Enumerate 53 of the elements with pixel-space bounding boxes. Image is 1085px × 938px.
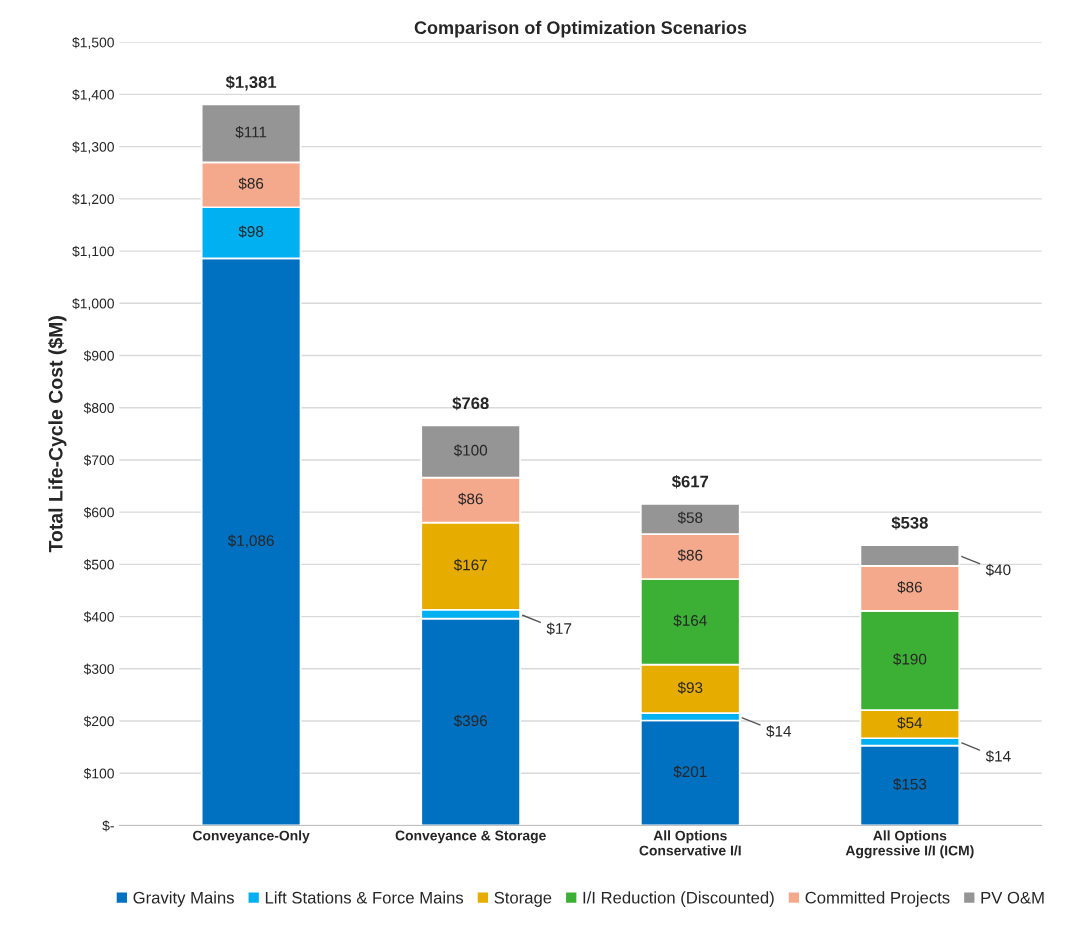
- data-label: $58: [677, 511, 703, 524]
- data-label: $98: [238, 225, 264, 238]
- x-tick-label: Conveyance & Storage: [395, 830, 546, 844]
- data-label: $396: [453, 714, 488, 728]
- y-tick-label: $1,200: [72, 193, 114, 206]
- data-label: $164: [673, 614, 707, 627]
- data-label: $93: [677, 681, 703, 694]
- total-label: $768: [452, 396, 489, 411]
- data-label: $167: [453, 558, 487, 572]
- legend-label: Storage: [494, 891, 552, 907]
- x-tick-label: All Options Aggressive I/I (ICM): [845, 830, 974, 859]
- data-label: $17: [546, 622, 572, 635]
- y-tick-label: $800: [83, 402, 114, 414]
- data-label: $54: [897, 716, 923, 730]
- data-label: $111: [235, 125, 267, 139]
- data-label: $153: [893, 778, 927, 791]
- data-label: $14: [766, 725, 792, 738]
- y-tick-label: $900: [83, 350, 114, 362]
- y-tick-label: $700: [83, 454, 114, 466]
- chart-title: Comparison of Optimization Scenarios: [414, 20, 747, 38]
- data-label: $201: [673, 765, 707, 778]
- y-tick-label: $1,000: [72, 298, 114, 311]
- legend-label: I/I Reduction (Discounted): [583, 891, 774, 907]
- y-tick-label: $300: [83, 663, 114, 675]
- data-label: $1,086: [227, 534, 274, 548]
- y-tick-label: $1,100: [72, 245, 114, 258]
- y-tick-label: $100: [83, 767, 114, 780]
- data-label: $86: [238, 177, 264, 190]
- data-label: $100: [453, 444, 488, 457]
- data-label: $86: [897, 581, 922, 594]
- total-label: $538: [891, 516, 928, 530]
- data-label: $190: [893, 653, 927, 666]
- y-tick-label: $400: [83, 611, 114, 623]
- data-label: $40: [985, 563, 1011, 577]
- legend-label: Committed Projects: [805, 891, 950, 907]
- x-tick-label: Conveyance-Only: [193, 830, 310, 844]
- y-tick-label: $1,400: [72, 89, 114, 102]
- total-label: $1,381: [225, 75, 277, 91]
- y-tick-label: $1,500: [72, 36, 114, 50]
- y-tick-label: $1,300: [72, 141, 114, 154]
- x-tick-label: All Options Conservative I/I: [639, 830, 741, 856]
- y-tick-label: $600: [83, 506, 114, 519]
- legend-label: Lift Stations & Force Mains: [265, 891, 464, 904]
- y-tick-label: $500: [83, 559, 114, 571]
- data-label: $86: [458, 492, 483, 506]
- legend-label: PV O&M: [981, 891, 1044, 904]
- data-label: $86: [677, 549, 703, 562]
- y-axis-title: Total Life-Cycle Cost ($M): [47, 316, 67, 553]
- legend-label: Gravity Mains: [133, 891, 234, 907]
- total-label: $617: [671, 474, 709, 489]
- y-tick-label: $-: [102, 820, 114, 832]
- data-label: $14: [985, 750, 1011, 763]
- y-tick-label: $200: [83, 715, 114, 728]
